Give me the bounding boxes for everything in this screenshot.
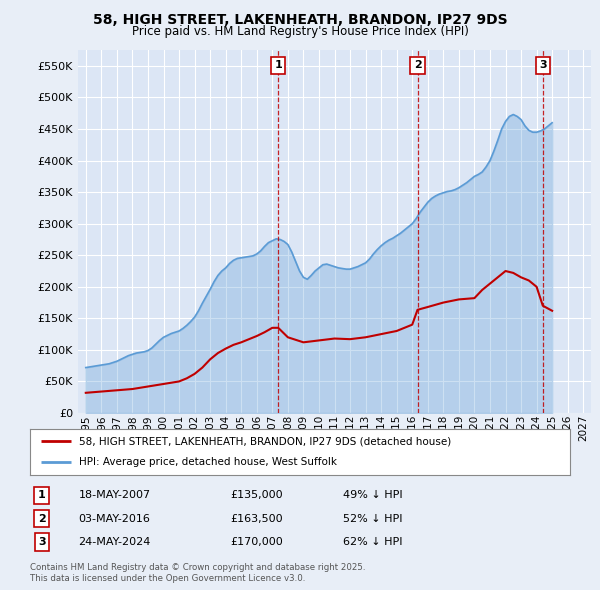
Text: £135,000: £135,000	[230, 490, 283, 500]
Text: 52% ↓ HPI: 52% ↓ HPI	[343, 514, 403, 523]
Text: 1: 1	[38, 490, 46, 500]
Text: 49% ↓ HPI: 49% ↓ HPI	[343, 490, 403, 500]
Text: 58, HIGH STREET, LAKENHEATH, BRANDON, IP27 9DS (detached house): 58, HIGH STREET, LAKENHEATH, BRANDON, IP…	[79, 437, 451, 447]
Text: 3: 3	[539, 60, 547, 70]
Text: Contains HM Land Registry data © Crown copyright and database right 2025.: Contains HM Land Registry data © Crown c…	[30, 563, 365, 572]
Text: 3: 3	[38, 537, 46, 547]
Text: HPI: Average price, detached house, West Suffolk: HPI: Average price, detached house, West…	[79, 457, 337, 467]
Text: £163,500: £163,500	[230, 514, 283, 523]
Text: 18-MAY-2007: 18-MAY-2007	[79, 490, 151, 500]
Text: 2: 2	[413, 60, 421, 70]
Text: This data is licensed under the Open Government Licence v3.0.: This data is licensed under the Open Gov…	[30, 574, 305, 583]
Text: Price paid vs. HM Land Registry's House Price Index (HPI): Price paid vs. HM Land Registry's House …	[131, 25, 469, 38]
Text: £170,000: £170,000	[230, 537, 283, 547]
Text: 24-MAY-2024: 24-MAY-2024	[79, 537, 151, 547]
Text: 03-MAY-2016: 03-MAY-2016	[79, 514, 151, 523]
Text: 2: 2	[38, 514, 46, 523]
Text: 62% ↓ HPI: 62% ↓ HPI	[343, 537, 403, 547]
Text: 1: 1	[274, 60, 282, 70]
Text: 58, HIGH STREET, LAKENHEATH, BRANDON, IP27 9DS: 58, HIGH STREET, LAKENHEATH, BRANDON, IP…	[92, 13, 508, 27]
